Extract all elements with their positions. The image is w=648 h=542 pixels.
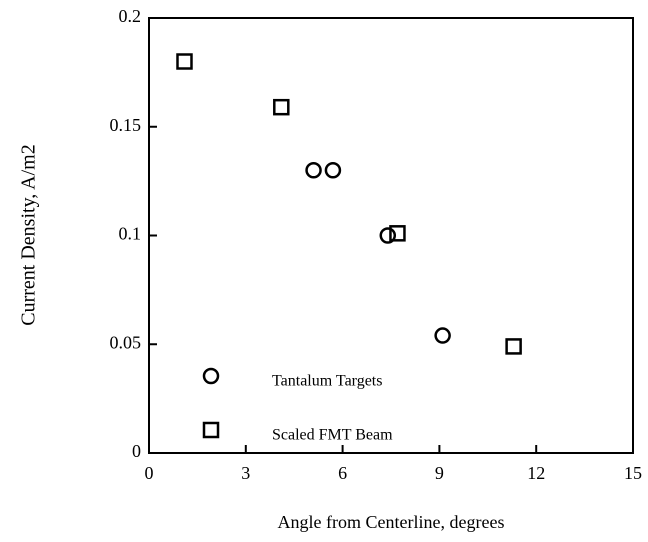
x-tick-label: 6	[338, 463, 347, 483]
y-tick-label: 0.05	[110, 332, 142, 352]
x-tick-label: 3	[241, 463, 250, 483]
y-tick-label: 0.15	[110, 115, 142, 135]
square-marker	[273, 98, 290, 116]
square-marker	[505, 338, 522, 355]
legend-label: Tantalum Targets	[272, 373, 382, 390]
x-tick-label: 12	[527, 463, 545, 483]
x-axis-label: Angle from Centerline, degrees	[278, 512, 505, 532]
circle-marker	[305, 162, 322, 179]
legend-label: Scaled FMT Beam	[272, 427, 393, 444]
x-tick-label: 0	[145, 463, 154, 483]
x-tick-label: 15	[624, 463, 642, 483]
circle-marker	[379, 227, 397, 244]
square-marker	[202, 421, 220, 439]
x-tick-label: 9	[435, 463, 444, 483]
y-axis-label: Current Density, A/m2	[18, 144, 40, 325]
square-marker	[176, 53, 193, 70]
circle-marker	[324, 162, 342, 179]
y-tick-label: 0.1	[119, 224, 142, 244]
square-marker	[389, 225, 406, 242]
circle-marker	[434, 327, 451, 344]
y-tick-label: 0.2	[119, 6, 142, 26]
circle-marker	[202, 367, 220, 385]
y-tick-label: 0	[132, 441, 141, 461]
